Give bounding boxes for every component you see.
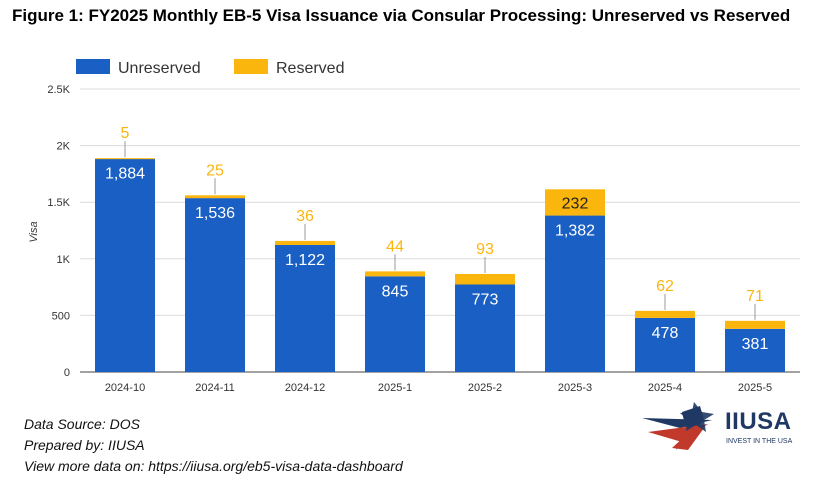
more-data-link-note: View more data on: https://iiusa.org/eb5… [24, 458, 403, 474]
iiusa-logo-icon [642, 402, 714, 450]
data-label-unreserved: 1,122 [285, 252, 325, 269]
footer-notes: Data Source: DOS Prepared by: IIUSA View… [24, 414, 403, 477]
bar-reserved [365, 271, 425, 277]
logo-name: IIUSA [725, 408, 792, 435]
bar-unreserved [635, 317, 695, 372]
data-label-unreserved: 478 [652, 325, 679, 342]
stacked-bar-chart: 0 500 1K 1.5K 2K 2.5K Visa Unreserved Reserved 1,… [28, 59, 800, 394]
data-label-reserved: 44 [386, 238, 404, 255]
legend-label: Reserved [276, 60, 344, 77]
bar-unreserved [725, 328, 785, 372]
data-label-reserved: 232 [562, 195, 589, 212]
data-label-unreserved: 773 [472, 291, 499, 308]
bar-reserved [185, 195, 245, 199]
data-label-unreserved: 381 [742, 336, 769, 353]
y-tick-label: 2K [57, 141, 71, 153]
legend-label: Unreserved [118, 60, 201, 77]
x-tick-label: 2025-1 [378, 382, 412, 394]
y-tick-label: 0 [64, 367, 70, 379]
x-tick-label: 2024-11 [195, 382, 235, 394]
data-label-reserved: 71 [746, 288, 764, 305]
x-tick-label: 2025-4 [648, 382, 682, 394]
bar-unreserved [455, 284, 515, 372]
y-tick-label: 500 [52, 310, 70, 322]
data-label-unreserved: 1,382 [555, 223, 595, 240]
data-label-reserved: 25 [206, 162, 224, 179]
legend-swatch [76, 59, 110, 74]
bar-unreserved [545, 215, 605, 372]
data-label-unreserved: 1,884 [105, 166, 145, 183]
x-tick-label: 2024-10 [105, 382, 145, 394]
data-label-reserved: 93 [476, 241, 494, 258]
x-tick-label: 2025-2 [468, 382, 502, 394]
bar-reserved [725, 320, 785, 329]
bar-reserved [545, 189, 605, 216]
y-axis-title: Visa [28, 221, 40, 242]
bar-reserved [635, 310, 695, 318]
data-label-reserved: 62 [656, 278, 674, 295]
y-tick-label: 2.5K [47, 84, 70, 96]
y-tick-label: 1.5K [47, 197, 70, 209]
bar-unreserved [95, 158, 155, 372]
bar-reserved [455, 273, 515, 285]
prepared-by-note: Prepared by: IIUSA [24, 437, 145, 453]
x-tick-label: 2025-3 [558, 382, 592, 394]
x-tick-label: 2024-12 [285, 382, 325, 394]
logo-tagline: INVEST IN THE USA [726, 438, 793, 445]
bar-unreserved [185, 198, 245, 372]
bar-reserved [95, 158, 155, 160]
data-label-reserved: 5 [121, 125, 130, 142]
legend-swatch [234, 59, 268, 74]
data-source-note: Data Source: DOS [24, 416, 140, 432]
bar-unreserved [275, 244, 335, 372]
data-label-reserved: 36 [296, 208, 314, 225]
x-tick-label: 2025-5 [738, 382, 772, 394]
data-label-unreserved: 1,536 [195, 205, 235, 222]
chart-title: Figure 1: FY2025 Monthly EB-5 Visa Issua… [12, 6, 791, 25]
data-label-unreserved: 845 [382, 283, 409, 300]
y-tick-label: 1K [57, 254, 71, 266]
bar-reserved [275, 240, 335, 245]
bar-unreserved [365, 276, 425, 372]
